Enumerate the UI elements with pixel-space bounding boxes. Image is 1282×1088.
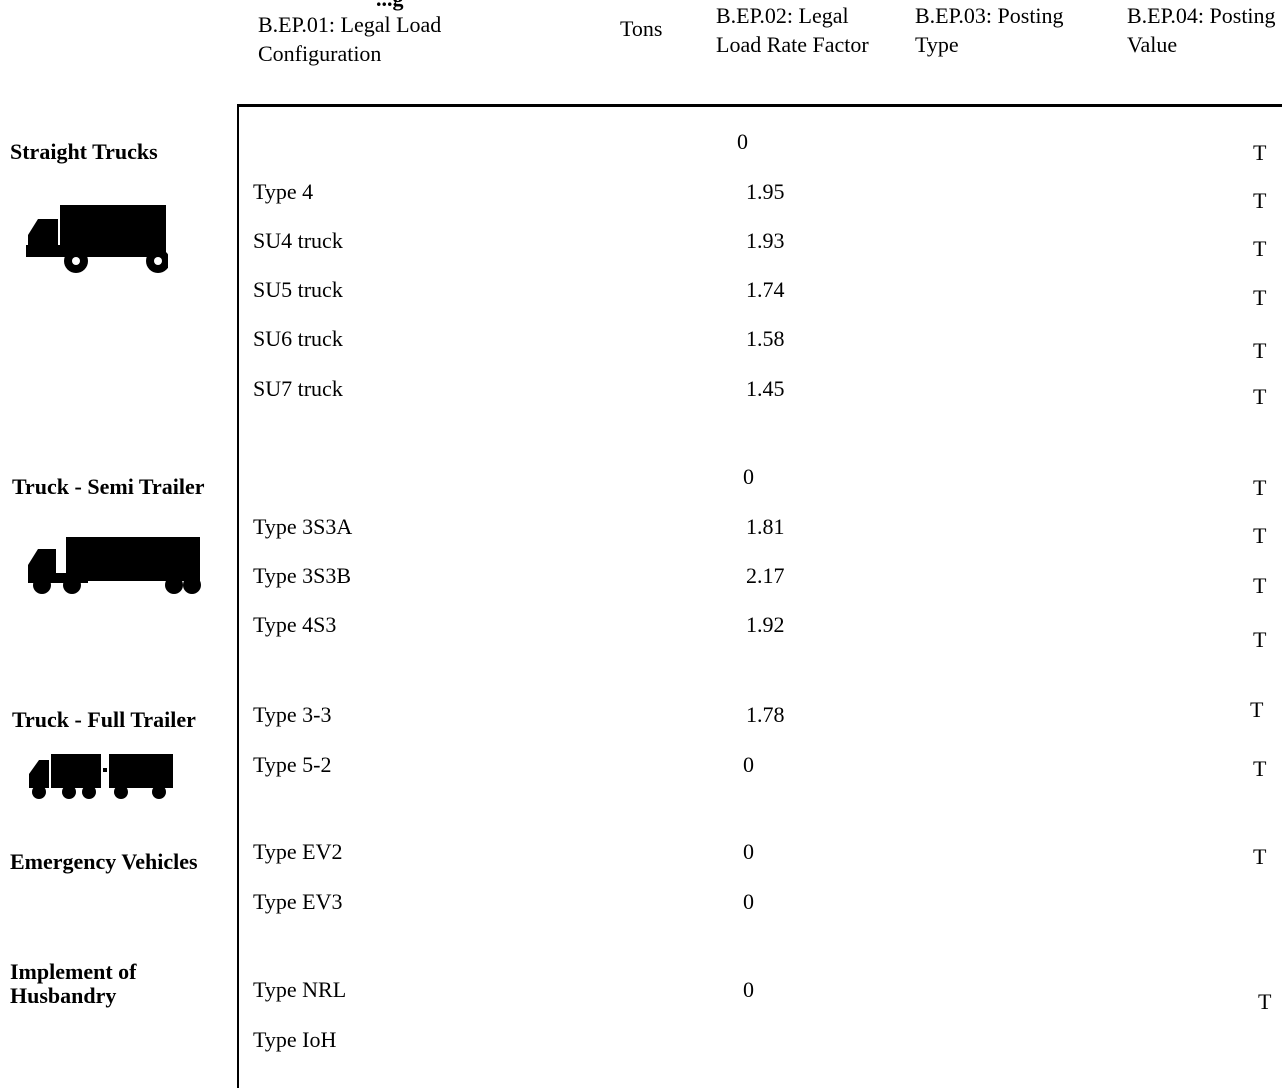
column-header-posting-value: B.EP.04: Posting Value [1127,3,1276,57]
posting-value-cell: T [1253,844,1267,869]
category-straight-trucks: Straight Trucks [10,139,158,164]
rate-factor-cell: 2.17 [746,563,785,588]
config-cell: Type 4S3 [253,612,337,637]
config-cell: Type IoH [253,1027,337,1052]
posting-value-cell: T [1253,188,1267,213]
config-cell: Type 4 [253,179,314,204]
config-cell: Type 5-2 [253,752,332,777]
config-cell: Type 3S3A [253,514,353,539]
posting-value-cell: T [1253,523,1267,548]
rate-factor-cell: 1.45 [746,376,785,401]
rate-factor-cell: 1.81 [746,514,785,539]
rate-factor-cell: 1.93 [746,228,785,253]
posting-value-cell: T [1250,697,1264,722]
straight-truck-icon [26,205,168,273]
posting-value-cell: T [1253,573,1267,598]
category-implement-of-husbandry: Implement of Husbandry [10,959,137,1008]
config-cell: Type NRL [253,977,347,1002]
posting-value-cell: T [1253,384,1267,409]
rate-factor-cell: 1.95 [746,179,785,204]
semi-trailer-truck-icon [28,537,201,594]
rate-factor-cell: 0 [743,977,754,1002]
rate-factor-cell: 0 [743,464,754,489]
rate-factor-cell: 0 [737,129,748,154]
category-truck-semi-trailer: Truck - Semi Trailer [12,474,205,499]
column-header-legal-load-configuration: B.EP.01: Legal Load Configuration [258,12,442,66]
config-cell: SU4 truck [253,228,343,253]
rate-factor-cell: 1.92 [746,612,785,637]
rate-factor-cell: 0 [743,752,754,777]
category-emergency-vehicles: Emergency Vehicles [10,849,198,874]
column-header-tons: Tons [620,16,663,41]
posting-value-cell: T [1253,338,1267,363]
table-left-rule [237,105,239,1088]
posting-value-cell: T [1258,989,1272,1014]
column-header-legal-load-rate-factor: B.EP.02: Legal Load Rate Factor [716,3,869,57]
posting-value-cell: T [1253,627,1267,652]
posting-value-cell: T [1253,756,1267,781]
config-cell: SU7 truck [253,376,343,401]
config-cell: SU6 truck [253,326,343,351]
config-cell: Type EV3 [253,889,343,914]
config-cell: SU5 truck [253,277,343,302]
rate-factor-cell: 1.78 [746,702,785,727]
rate-factor-cell: 1.74 [746,277,785,302]
posting-value-cell: T [1253,475,1267,500]
config-cell: Type 3-3 [253,702,332,727]
posting-value-cell: T [1253,236,1267,261]
cut-off-title: ...g [376,0,404,10]
category-truck-full-trailer: Truck - Full Trailer [12,707,196,732]
column-header-posting-type: B.EP.03: Posting Type [915,3,1064,57]
rate-factor-cell: 0 [743,889,754,914]
config-cell: Type 3S3B [253,563,352,588]
rate-factor-cell: 1.58 [746,326,785,351]
rate-factor-cell: 0 [743,839,754,864]
full-trailer-truck-icon [29,754,173,799]
posting-value-cell: T [1253,140,1267,165]
config-cell: Type EV2 [253,839,343,864]
posting-value-cell: T [1253,285,1267,310]
table-top-rule [237,104,1282,107]
